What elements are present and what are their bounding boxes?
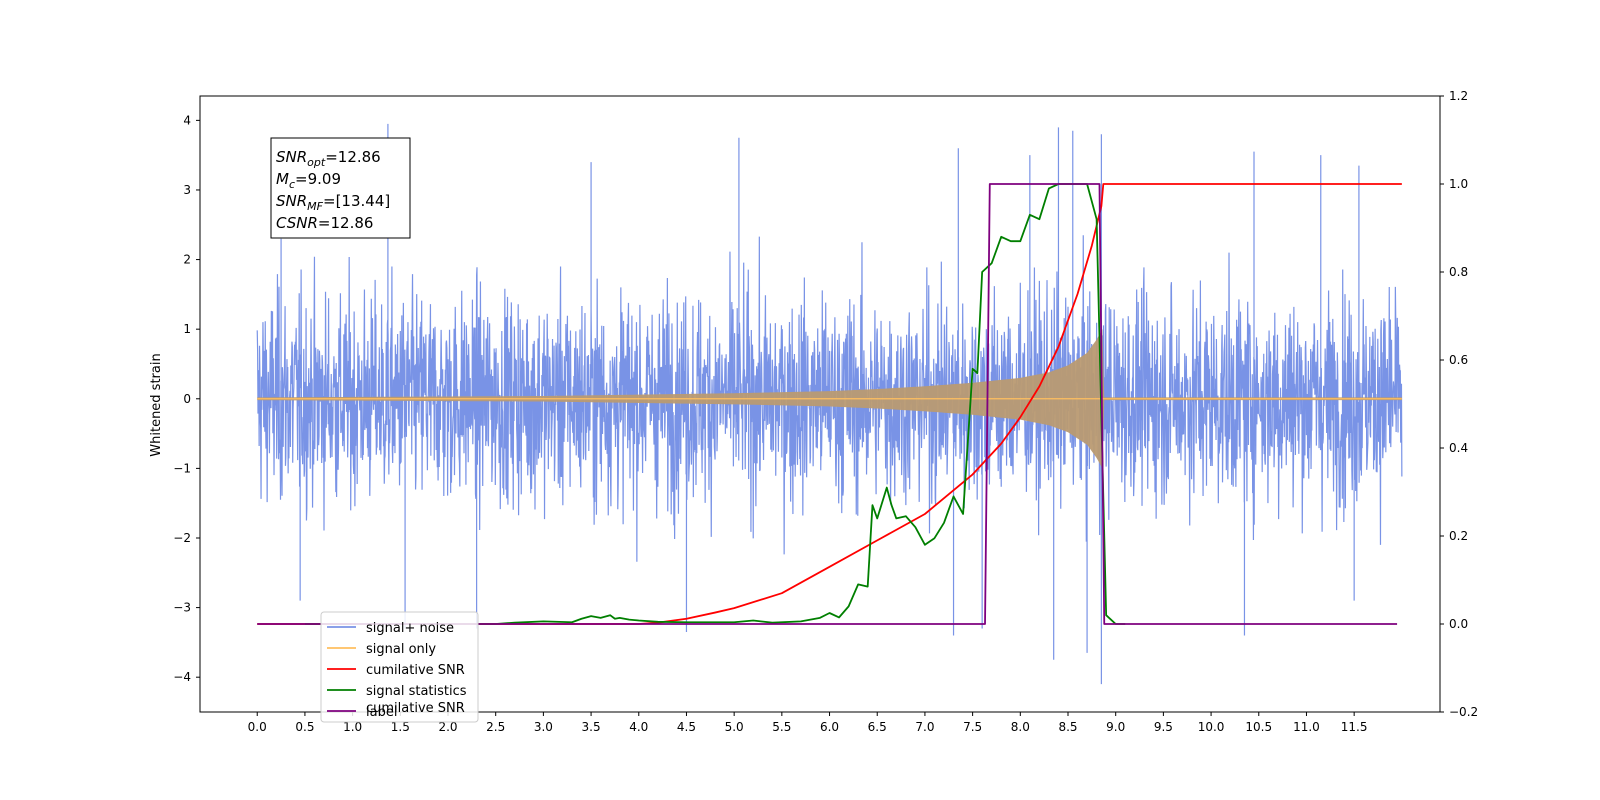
annotation-line: Mc=9.09 [276,170,341,191]
x-tick-label: 8.0 [1011,720,1030,734]
x-tick-label: 11.0 [1293,720,1320,734]
axes-frame [199,95,1441,713]
annotation-line: SNRMF=[13.44] [276,192,390,213]
y-tick-label: −1 [173,461,191,475]
series-signal-statistics [304,183,1126,625]
legend-frame [320,611,479,723]
legend: cumilative SNR signal+ noise signal only cu… [320,611,479,723]
annotation-line: SNRopt=12.86 [276,148,381,169]
stats-annotation-box: SNRopt=12.86Mc=9.09SNRMF=[13.44]CSNR=12.… [270,137,411,239]
y2-tick-label: 0.6 [1449,353,1468,367]
y-axis-label: Whitened strain [149,353,164,456]
legend-label: label [366,705,397,720]
y2-tick-label: −0.2 [1449,705,1478,719]
legend-label: signal+ noise [366,621,454,636]
x-tick-label: 8.5 [1058,720,1077,734]
y2-tick-label: 0.2 [1449,529,1468,543]
y-tick-label: −3 [173,601,191,615]
annotation-line: CSNR=12.86 [276,214,373,232]
x-tick-label: 0.5 [295,720,314,734]
x-tick-label: 3.0 [534,720,553,734]
series-group [256,123,1403,685]
y-tick-label: 2 [183,253,191,267]
y-axis-right: 1.2 1.0 0.8 0.6 0.4 0.2 0.0 −0.2 [1440,89,1478,719]
legend-label: signal statistics [366,684,467,699]
x-axis: 0.0 0.5 1.0 1.5 2.0 2.5 3.0 3.5 4.0 4.5 5.0 5.5 6.0 6… [248,712,1368,734]
x-tick-label: 4.5 [677,720,696,734]
x-tick-label: 10.0 [1198,720,1225,734]
y2-tick-label: 0.0 [1449,617,1468,631]
series-cumulative-snr [257,183,1402,625]
y2-tick-label: 0.4 [1449,441,1468,455]
series-label [257,183,1398,625]
legend-label: cumilative SNR [366,663,465,678]
y-axis-left: 4 3 2 1 0 −1 −2 −3 −4 [173,113,200,684]
x-tick-label: 10.5 [1245,720,1272,734]
y-tick-label: −2 [173,531,191,545]
x-tick-label: 5.0 [725,720,744,734]
x-tick-label: 1.0 [343,720,362,734]
x-tick-label: 7.0 [915,720,934,734]
x-tick-label: 11.5 [1341,720,1368,734]
y2-tick-label: 1.0 [1449,177,1468,191]
x-tick-label: 7.5 [963,720,982,734]
x-tick-label: 0.0 [248,720,267,734]
x-tick-label: 4.0 [629,720,648,734]
y-tick-label: −4 [173,670,191,684]
x-tick-label: 9.5 [1154,720,1173,734]
x-tick-label: 2.0 [438,720,457,734]
annotation-frame [270,137,411,239]
y2-tick-label: 1.2 [1449,89,1468,103]
y-tick-label: 0 [183,392,191,406]
y-tick-label: 3 [183,183,191,197]
y2-tick-label: 0.8 [1449,265,1468,279]
y-tick-label: 1 [183,322,191,336]
x-tick-label: 1.5 [391,720,410,734]
legend-ghost-text: cumilative SNR [366,701,465,716]
x-tick-label: 6.5 [868,720,887,734]
x-tick-label: 5.5 [772,720,791,734]
x-tick-label: 2.5 [486,720,505,734]
plot-area [256,123,1403,685]
x-tick-label: 9.0 [1106,720,1125,734]
x-tick-label: 6.0 [820,720,839,734]
legend-label: signal only [366,642,436,657]
series-signal-plus-noise [256,123,1403,685]
x-tick-label: 3.5 [582,720,601,734]
y-tick-label: 4 [183,113,191,127]
